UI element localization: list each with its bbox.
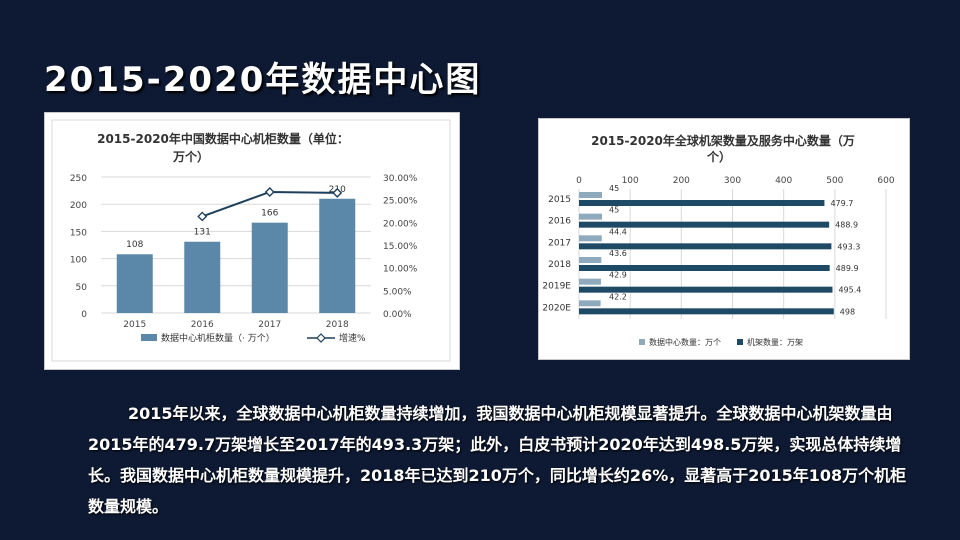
data-label: 44.4 <box>609 227 627 236</box>
x-tick-label: 500 <box>826 176 843 186</box>
data-label: 498 <box>840 307 855 316</box>
y-tick-label: 2020E <box>542 303 571 313</box>
china-rack-chart-svg: 2015-2020年中国数据中心机柜数量（单位： 万个） 0 50 100 150 200 2… <box>51 119 451 362</box>
legend-label: 机架数量：万架 <box>747 337 803 347</box>
bar <box>251 222 288 313</box>
legend-swatch <box>737 339 743 345</box>
legend-marker <box>316 333 326 343</box>
bar-center <box>579 213 603 220</box>
y-tick-label: 2017 <box>548 238 571 248</box>
data-label: 42.9 <box>609 271 627 280</box>
bar-rack <box>579 200 825 206</box>
y2-tick-label: 20.00% <box>383 219 418 229</box>
data-label: 42.2 <box>609 292 627 301</box>
y-tick-label: 2018 <box>548 260 571 270</box>
chart-title: 2015-2020年全球机架数量及服务中心数量（万 <box>591 133 855 148</box>
bar <box>319 198 356 313</box>
y2-tick-label: 5.00% <box>383 287 412 297</box>
x-tick-label: 0 <box>576 176 582 186</box>
data-label: 108 <box>126 240 143 250</box>
bar <box>184 241 221 313</box>
y-tick-label: 200 <box>70 201 87 211</box>
bar-rack <box>579 221 830 228</box>
global-rack-chart-svg: 2015-2020年全球机架数量及服务中心数量（万个） 0 100 200 300 400… <box>542 133 894 347</box>
x-tick-label: 2016 <box>191 320 214 330</box>
y-tick-label: 100 <box>70 256 87 266</box>
data-label: 493.3 <box>837 242 860 251</box>
bar-center <box>579 300 601 307</box>
global-rack-chart: 2015-2020年全球机架数量及服务中心数量（万 个） 0 100 200 300 400… <box>538 118 910 360</box>
data-label: 43.6 <box>609 249 627 258</box>
bar-rack <box>579 286 833 293</box>
chart-title: 万个） <box>172 149 209 164</box>
y2-tick-label: 0.00% <box>383 310 412 320</box>
bar-center <box>579 235 602 242</box>
legend-label: 数据中心数量：万个 <box>649 337 721 347</box>
y2-tick-label: 10.00% <box>383 265 418 275</box>
chart-title: 2015-2020年中国数据中心机柜数量（单位： <box>97 131 349 146</box>
growth-point <box>264 186 275 197</box>
bar-center <box>579 278 601 285</box>
bar-center <box>579 192 603 198</box>
china-rack-chart: 2015-2020年中国数据中心机柜数量（单位： 万个） 0 50 100 150 200 2… <box>44 112 460 370</box>
x-tick-label: 600 <box>877 176 894 186</box>
legend-swatch-bar <box>141 334 157 341</box>
bar-rack <box>579 308 834 315</box>
bar <box>116 254 153 313</box>
data-label: 131 <box>194 228 211 238</box>
x-tick-label: 2015 <box>123 320 146 330</box>
legend-label: 数据中心机柜数量（· 万个） <box>161 332 275 344</box>
y2-tick-label: 30.00% <box>383 174 418 184</box>
slide-title: 2015-2020年数据中心图 <box>44 60 482 100</box>
data-label: 45 <box>609 184 619 193</box>
data-label: 495.4 <box>838 286 861 295</box>
data-label: 166 <box>261 209 278 219</box>
growth-point <box>197 211 208 222</box>
y-tick-label: 2016 <box>548 217 571 227</box>
chart-frame <box>51 119 451 362</box>
x-tick-label: 200 <box>673 176 690 186</box>
summary-paragraph: 2015年以来，全球数据中心机柜数量持续增加，我国数据中心机柜规模显著提升。全球… <box>88 404 907 516</box>
x-tick-label: 400 <box>775 176 792 186</box>
growth-point <box>332 187 343 198</box>
x-tick-label: 100 <box>622 176 639 186</box>
x-tick-label: 2018 <box>326 320 349 330</box>
bar-center <box>579 257 602 263</box>
legend-swatch <box>639 339 645 345</box>
x-tick-label: 300 <box>724 176 741 186</box>
y2-tick-label: 15.00% <box>383 242 418 252</box>
y-tick-label: 0 <box>81 310 87 320</box>
bar-rack <box>579 243 832 250</box>
data-label: 488.9 <box>835 221 858 230</box>
y-tick-label: 2019E <box>542 282 571 292</box>
bar-rack <box>579 265 830 271</box>
data-label: 489.9 <box>836 264 859 273</box>
data-label: 45 <box>609 206 619 215</box>
y-tick-label: 2015 <box>548 195 571 205</box>
data-label: 479.7 <box>830 199 853 208</box>
chart-title: 个） <box>706 149 731 164</box>
legend-label: 增速% <box>339 332 366 344</box>
y-tick-label: 150 <box>70 228 87 238</box>
y-tick-label: 50 <box>76 283 88 293</box>
y-tick-label: 250 <box>70 174 87 184</box>
y2-tick-label: 25.00% <box>383 197 418 207</box>
x-tick-label: 2017 <box>258 320 281 330</box>
